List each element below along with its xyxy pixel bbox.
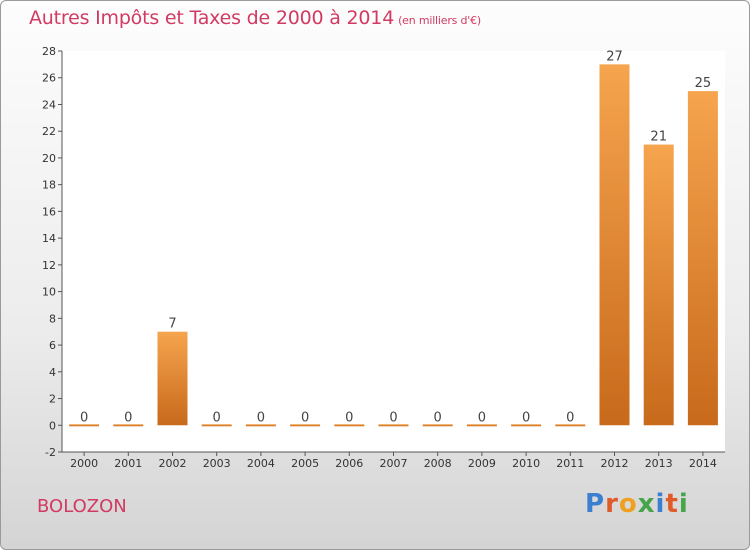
chart-title-text: Autres Impôts et Taxes de 2000 à 2014 xyxy=(29,7,395,29)
y-tick-label: 22 xyxy=(42,125,56,138)
y-tick-label: 8 xyxy=(49,312,56,325)
y-tick-label: 2 xyxy=(49,393,56,406)
logo-letter: o xyxy=(618,489,638,519)
bar xyxy=(201,424,232,427)
y-tick-label: 28 xyxy=(42,45,56,58)
bar xyxy=(511,424,542,427)
x-tick-label: 2005 xyxy=(291,457,319,470)
bar xyxy=(290,424,321,427)
x-tick-label: 2009 xyxy=(468,457,496,470)
bar xyxy=(157,331,188,426)
data-label: 21 xyxy=(650,130,667,145)
logo-letter: P xyxy=(585,489,606,519)
x-tick-label: 2011 xyxy=(556,457,584,470)
y-tick-label: 4 xyxy=(49,366,56,379)
x-tick-label: 2008 xyxy=(424,457,452,470)
data-label: 25 xyxy=(695,76,712,91)
logo-letter: r xyxy=(605,489,619,519)
data-label: 0 xyxy=(257,410,265,425)
y-tick-label: 18 xyxy=(42,179,56,192)
y-tick-label: 12 xyxy=(42,259,56,272)
y-tick-label: 10 xyxy=(42,286,56,299)
data-label: 0 xyxy=(522,410,530,425)
x-tick-label: 2013 xyxy=(645,457,673,470)
y-tick-label: 24 xyxy=(42,98,56,111)
bar xyxy=(466,424,497,427)
data-label: 7 xyxy=(168,317,176,332)
chart-unit: (en milliers d'€) xyxy=(398,14,481,27)
x-tick-label: 2007 xyxy=(380,457,408,470)
x-tick-label: 2006 xyxy=(335,457,363,470)
logo-letter: t xyxy=(665,489,679,519)
bar xyxy=(334,424,365,427)
data-label: 0 xyxy=(301,410,309,425)
bar xyxy=(555,424,586,427)
x-tick-label: 2014 xyxy=(689,457,717,470)
bar xyxy=(378,424,409,427)
y-tick-label: -2 xyxy=(45,446,56,459)
data-label: 0 xyxy=(389,410,397,425)
logo-letter: x xyxy=(637,489,656,519)
place-name: BOLOZON xyxy=(37,496,127,517)
data-label: 27 xyxy=(606,49,623,64)
bar xyxy=(245,424,276,427)
data-label: 0 xyxy=(434,410,442,425)
y-tick-label: 14 xyxy=(42,232,56,245)
x-tick-label: 2002 xyxy=(159,457,187,470)
x-tick-label: 2003 xyxy=(203,457,231,470)
logo-letter: i xyxy=(678,489,689,519)
data-label: 0 xyxy=(124,410,132,425)
bar xyxy=(69,424,100,427)
bar xyxy=(599,64,630,426)
data-label: 0 xyxy=(345,410,353,425)
x-tick-label: 2001 xyxy=(114,457,142,470)
chart-title: Autres Impôts et Taxes de 2000 à 2014 (en… xyxy=(29,7,481,29)
data-label: 0 xyxy=(478,410,486,425)
bar xyxy=(113,424,144,427)
y-tick-label: 26 xyxy=(42,72,56,85)
y-tick-label: 20 xyxy=(42,152,56,165)
x-tick-label: 2010 xyxy=(512,457,540,470)
data-label: 0 xyxy=(566,410,574,425)
bar xyxy=(687,91,718,426)
proxiti-logo: Proxiti xyxy=(585,489,689,519)
bar xyxy=(643,144,674,426)
data-label: 0 xyxy=(80,410,88,425)
x-tick-label: 2000 xyxy=(70,457,98,470)
data-label: 0 xyxy=(213,410,221,425)
bar xyxy=(422,424,453,427)
y-tick-label: 0 xyxy=(49,419,56,432)
x-tick-label: 2004 xyxy=(247,457,275,470)
logo-letter: i xyxy=(655,489,666,519)
y-tick-label: 16 xyxy=(42,205,56,218)
x-tick-label: 2012 xyxy=(601,457,629,470)
y-tick-label: 6 xyxy=(49,339,56,352)
